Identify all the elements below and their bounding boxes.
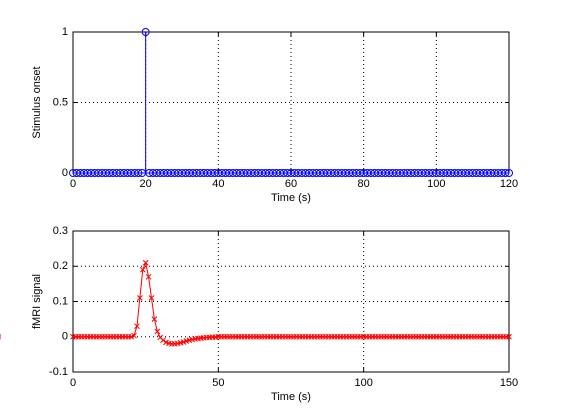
x-tick-label: 80	[358, 178, 370, 190]
x-tick-label: 150	[500, 377, 518, 389]
x-tick-label: 20	[140, 178, 152, 190]
y-tick-label: 0.1	[53, 295, 68, 307]
x-tick-label: 100	[354, 377, 372, 389]
y-tick-label: 0	[62, 331, 68, 343]
marker-stroke	[160, 337, 166, 344]
marker	[141, 28, 150, 36]
y-tick-label: 1	[62, 26, 68, 38]
x-tick-label: 40	[212, 178, 224, 190]
marker	[145, 273, 152, 280]
y-axis-label: fMRI signal	[31, 274, 43, 329]
y-tick-label: 0.3	[53, 225, 68, 237]
marker	[131, 332, 137, 339]
y-tick-label: 0.5	[53, 96, 68, 108]
x-tick-label: 100	[427, 178, 445, 190]
y-tick-label: -0.1	[49, 366, 68, 378]
marker	[154, 328, 161, 335]
marker	[505, 169, 513, 177]
marker-stroke	[166, 340, 172, 347]
marker-stroke	[131, 332, 137, 339]
marker-stroke	[506, 333, 512, 340]
x-tick-label: 50	[212, 377, 224, 389]
marker	[148, 295, 155, 301]
subplot: 0 20 40 60 80 100 120 0 0.5 1 Time (s) Stimulus ons…	[31, 26, 518, 204]
x-tick-label: 120	[500, 178, 518, 190]
marker	[506, 333, 512, 340]
marker-stroke	[136, 295, 143, 301]
marker-stroke	[163, 339, 169, 346]
y-tick-label: 0.2	[53, 260, 68, 272]
marker	[160, 337, 166, 344]
axes-box	[72, 230, 510, 373]
y-tick-label: 0	[62, 167, 68, 179]
marker-stroke	[148, 295, 155, 301]
x-axis-label: Time (s)	[271, 192, 311, 204]
marker-stroke	[142, 259, 149, 266]
marker	[142, 259, 149, 266]
x-tick-label: 0	[70, 377, 76, 389]
marker-stroke	[151, 316, 158, 322]
marker-stroke	[145, 273, 152, 280]
marker-stroke	[134, 323, 140, 330]
marker	[134, 169, 143, 177]
marker	[139, 266, 146, 273]
y-axis-label: Stimulus onset	[31, 66, 43, 138]
marker-stroke	[154, 328, 161, 335]
x-axis-label: Time (s)	[271, 391, 311, 403]
marker	[134, 323, 140, 330]
marker-stroke	[157, 334, 164, 341]
marker	[501, 169, 510, 177]
marker-stroke	[139, 266, 146, 273]
x-tick-label: 0	[70, 178, 76, 190]
marker	[136, 295, 143, 301]
x-tick-label: 60	[285, 178, 297, 190]
axes-box	[72, 31, 510, 174]
marker	[151, 316, 158, 322]
